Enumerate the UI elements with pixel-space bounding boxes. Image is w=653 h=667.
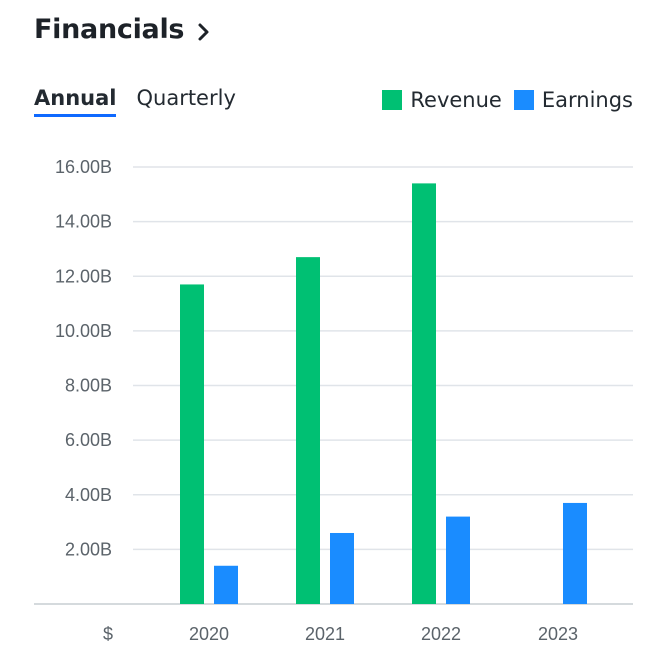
financials-bar-chart: 2.00B 4.00B 6.00B 8.00B 10.00B 12.00B 14.00B 16… — [34, 157, 633, 644]
tab-annual[interactable]: Annual — [34, 86, 117, 117]
y-tick-label-1: 4.00B — [65, 485, 112, 505]
legend-label-earnings: Earnings — [541, 88, 633, 112]
bar-earnings-2022 — [446, 516, 470, 604]
x-tick-label-2020: 2020 — [189, 624, 229, 644]
y-tick-label-4: 10.00B — [55, 321, 112, 341]
y-tick-label-5: 12.00B — [55, 266, 112, 286]
chevron-right-icon — [198, 23, 209, 40]
bar-revenue-2021 — [296, 257, 320, 604]
x-tick-label-2022: 2022 — [421, 624, 461, 644]
tab-quarterly[interactable]: Quarterly — [136, 86, 236, 110]
chart-legend: Revenue Earnings — [382, 88, 633, 112]
bar-earnings-2021 — [330, 532, 354, 604]
y-tick-label-6: 14.00B — [55, 212, 112, 232]
financials-header-link[interactable]: Financials — [34, 14, 214, 45]
bar-revenue-2020 — [180, 284, 204, 604]
period-tabs: Annual Quarterly — [34, 86, 236, 117]
legend-item-revenue[interactable]: Revenue — [382, 88, 502, 112]
page-title: Financials — [34, 14, 185, 45]
x-tick-label-2023: 2023 — [538, 624, 578, 644]
bar-earnings-2023 — [563, 502, 587, 604]
bar-earnings-2020 — [214, 565, 238, 604]
y-tick-label-7: 16.00B — [55, 157, 112, 177]
x-axis-unit-label: $ — [103, 624, 113, 644]
legend-label-revenue: Revenue — [410, 88, 502, 112]
y-tick-label-2: 6.00B — [65, 430, 112, 450]
legend-swatch-revenue — [382, 90, 403, 110]
y-tick-label-0: 2.00B — [65, 539, 112, 559]
legend-swatch-earnings — [513, 90, 534, 110]
x-tick-label-2021: 2021 — [305, 624, 345, 644]
y-tick-label-3: 8.00B — [65, 376, 112, 396]
legend-item-earnings[interactable]: Earnings — [513, 88, 633, 112]
bar-revenue-2022 — [412, 183, 436, 604]
